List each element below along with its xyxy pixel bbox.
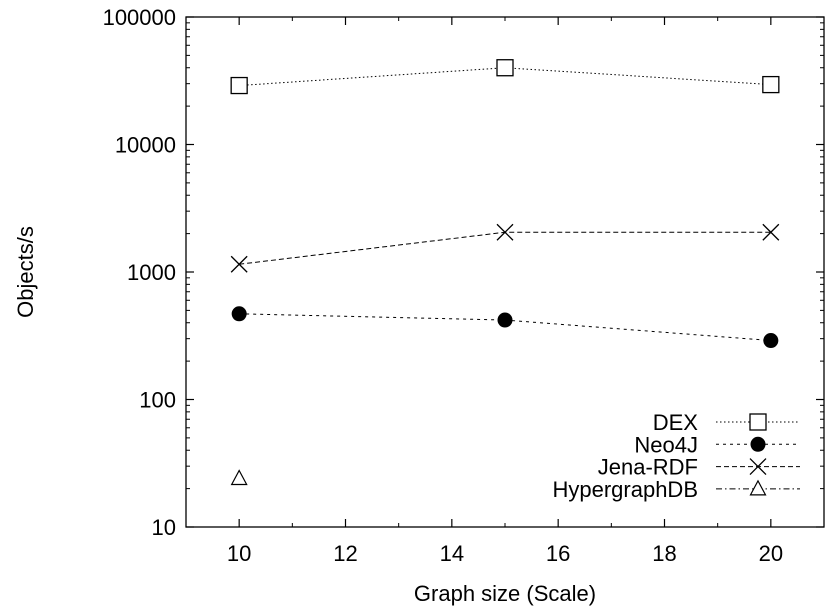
series-neo4j (231, 306, 779, 349)
x-tick-label: 16 (546, 541, 570, 566)
series-dex (230, 59, 780, 95)
data-point (230, 76, 248, 95)
y-axis-title: Objects/s (13, 226, 38, 318)
legend-item: HypergraphDB (552, 477, 800, 502)
axes-layer: 10 12 14 16 18 20 10 100 1000 10000 100000 (103, 5, 825, 566)
y-tick-label: 100 (139, 388, 176, 413)
data-point (231, 306, 247, 322)
series-hypergraphdb (230, 469, 248, 486)
legend-label: Jena-RDF (598, 455, 698, 480)
x-tick-label: 20 (759, 541, 783, 566)
legend-item: DEX (653, 410, 800, 435)
legend-marker (749, 413, 767, 431)
data-point (230, 469, 248, 486)
legend-item: Neo4J (634, 432, 800, 457)
series-line (239, 313, 771, 342)
data-point (496, 223, 514, 241)
data-point (497, 312, 513, 328)
y-tick-label: 10 (152, 515, 176, 540)
x-tick-label: 18 (652, 541, 676, 566)
x-tick-label: 10 (227, 541, 251, 566)
x-tick-label: 14 (440, 541, 464, 566)
series-line (239, 231, 771, 265)
data-point (762, 223, 780, 241)
x-axis-title: Graph size (Scale) (414, 581, 596, 606)
data-point (762, 75, 780, 94)
legend-label: DEX (653, 410, 699, 435)
legend-label: HypergraphDB (552, 477, 698, 502)
x-tick-label: 12 (333, 541, 357, 566)
series-line (239, 67, 771, 87)
legend-marker (749, 458, 767, 476)
data-point (496, 59, 514, 77)
legend-marker (750, 436, 766, 452)
legend-marker (749, 479, 767, 496)
series-layer (230, 59, 780, 486)
plot-frame (185, 16, 825, 528)
legend-label: Neo4J (634, 432, 698, 457)
y-tick-label: 10000 (115, 133, 176, 158)
series-jena-rdf (230, 223, 780, 273)
data-point (763, 333, 779, 349)
legend-item: Jena-RDF (598, 455, 800, 480)
data-point (230, 255, 248, 273)
y-tick-label: 1000 (127, 260, 176, 285)
y-tick-label: 100000 (103, 5, 176, 30)
